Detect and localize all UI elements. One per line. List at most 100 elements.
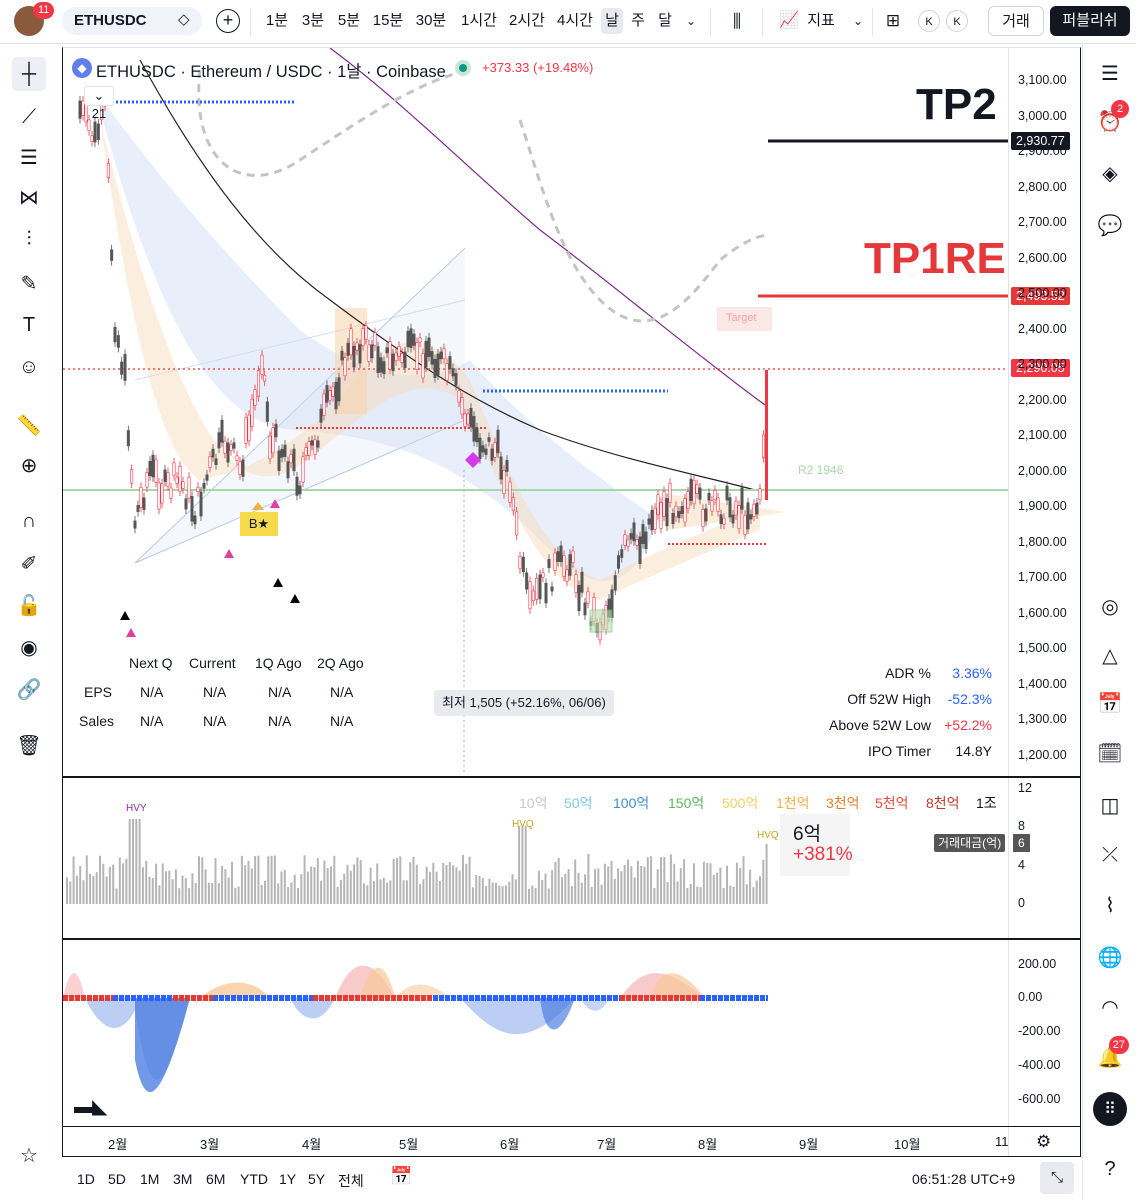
volume-histogram[interactable] (63, 778, 1008, 938)
trend-line-icon[interactable]: ⟋ (22, 105, 36, 128)
range-1y[interactable]: 1Y (279, 1171, 297, 1187)
interval-month[interactable]: 달 (658, 12, 672, 29)
interval-1h[interactable]: 1시간 (461, 12, 497, 29)
interval-4h[interactable]: 4시간 (557, 12, 593, 29)
trash-icon[interactable]: 🗑 (16, 734, 42, 757)
indicators-button[interactable]: 지표 (807, 12, 835, 29)
magnet-icon[interactable]: ∩ (21, 509, 37, 532)
add-symbol-button[interactable]: + (216, 9, 240, 33)
range-1m[interactable]: 1M (140, 1171, 160, 1187)
pyramid-icon[interactable]: △ (1102, 644, 1118, 667)
range-1d[interactable]: 1D (77, 1171, 95, 1187)
price-axis-label: 3,000.00 (1018, 108, 1067, 123)
stat-value: -52.3% (947, 691, 992, 707)
k-button-1[interactable]: K (918, 10, 940, 32)
range-5d[interactable]: 5D (108, 1171, 126, 1187)
volume-bar (402, 880, 405, 904)
range-5y[interactable]: 5Y (308, 1171, 326, 1187)
broadcast-icon[interactable]: ◠ (1101, 996, 1119, 1019)
gauge-icon[interactable]: ◎ (1101, 595, 1119, 618)
candle-type-icon[interactable]: ⫼ (732, 11, 742, 31)
clock-display[interactable]: 06:51:28 UTC+9 (912, 1171, 1016, 1187)
volume-bar (333, 855, 336, 904)
layout-grid-icon[interactable]: ⊞ (885, 11, 901, 30)
volume-scale-label: 100억 (613, 795, 650, 811)
strategy-icon[interactable]: ⌇ (1105, 894, 1115, 917)
candle-body (349, 328, 353, 356)
stat-label: IPO Timer (867, 743, 931, 759)
chat-icon[interactable]: 💬 (1097, 214, 1123, 237)
interval-day[interactable]: 날 (601, 8, 623, 34)
trade-button[interactable]: 거래 (988, 6, 1044, 36)
volume-bar (260, 884, 263, 904)
pattern-icon[interactable]: ⋈ (19, 186, 39, 209)
chevron-down-icon[interactable]: ⌄ (852, 14, 864, 28)
publish-button[interactable]: 퍼블리쉬 (1050, 6, 1130, 36)
eye-icon[interactable]: ◉ (20, 636, 38, 659)
symbol-search[interactable]: ETHUSDC ◇ (62, 7, 202, 35)
ruler-icon[interactable]: 📏 (16, 414, 42, 437)
volume-bar (181, 875, 184, 904)
brush-icon[interactable]: ✎ (20, 272, 38, 295)
interval-3m[interactable]: 3분 (301, 12, 325, 29)
range-ytd[interactable]: YTD (240, 1171, 268, 1187)
fund-cell: N/A (330, 713, 354, 729)
candle-body (235, 455, 239, 461)
candle-body (502, 470, 506, 494)
candle-body (355, 342, 359, 351)
fullscreen-icon[interactable]: ⤡ (1040, 1162, 1074, 1194)
bell-icon[interactable]: 🔔 27 (1093, 1036, 1129, 1074)
candle-body (286, 461, 290, 479)
crosshair-icon[interactable]: ┼ (12, 57, 46, 91)
volume-bar (224, 869, 227, 904)
symbol-name: ETHUSDC (74, 12, 147, 29)
volume-bar (706, 863, 709, 904)
fib-retracement-icon[interactable]: ☰ (20, 146, 38, 169)
interval-1m[interactable]: 1분 (265, 12, 289, 29)
candle-body (211, 448, 215, 458)
split-view-icon[interactable]: ◫ (1100, 794, 1120, 817)
candle-body (397, 346, 401, 357)
oscillator-chart[interactable] (63, 940, 1008, 1126)
volume-bar (458, 870, 461, 904)
alarm-clock-icon[interactable]: ⏰ 2 (1093, 100, 1129, 138)
price-chart[interactable] (63, 48, 1008, 775)
chart-settings-icon[interactable]: ⚙ (1036, 1132, 1052, 1151)
price-axis-label: 2,600.00 (1018, 250, 1067, 265)
calendar-icon[interactable]: 📅 (1097, 692, 1123, 715)
text-icon[interactable]: T (22, 313, 36, 336)
candle-body (172, 462, 176, 476)
interval-2h[interactable]: 2시간 (509, 12, 545, 29)
forecast-icon[interactable]: ⫶ (26, 227, 32, 250)
volume-bar (471, 887, 474, 904)
volume-bar (735, 862, 738, 904)
chart-legend-title[interactable]: ETHUSDC · Ethereum / USDC · 1날 · Coinbas… (96, 63, 446, 81)
chevron-down-icon[interactable]: ⌄ (685, 14, 697, 28)
range-6m[interactable]: 6M (206, 1171, 226, 1187)
indicator-collapse[interactable]: ⌄ 21 (84, 86, 114, 121)
globe-icon[interactable]: 🌐 (1097, 946, 1123, 969)
volume-bar (590, 886, 593, 904)
apps-grid-icon[interactable]: ⠿ (1093, 1092, 1127, 1126)
range-전체[interactable]: 전체 (338, 1173, 364, 1189)
range-3m[interactable]: 3M (173, 1171, 193, 1187)
lock-pencil-icon[interactable]: ✐ (20, 552, 38, 575)
link-icon[interactable]: 🔗 (16, 678, 42, 701)
interval-5m[interactable]: 5분 (337, 12, 361, 29)
chart-pattern-icon[interactable]: ⤫ (1102, 843, 1118, 866)
zoom-in-icon[interactable]: ⊕ (20, 454, 38, 477)
indicators-icon[interactable]: 📈 (779, 12, 799, 29)
interval-15m[interactable]: 15분 (372, 12, 404, 29)
lock-icon[interactable]: 🔓 (16, 594, 42, 617)
interval-30m[interactable]: 30분 (415, 12, 447, 29)
emoji-icon[interactable]: ☺ (18, 355, 40, 378)
interval-week[interactable]: 주 (631, 12, 645, 29)
volume-bar (188, 888, 191, 904)
k-button-2[interactable]: K (946, 10, 968, 32)
watchlist-icon[interactable]: ☰ (1101, 62, 1119, 85)
star-icon[interactable]: ☆ (20, 1144, 38, 1167)
calendar-clock-icon[interactable]: 🗓 (1097, 742, 1123, 765)
date-range-icon[interactable]: 📅 (390, 1166, 413, 1186)
help-icon[interactable]: ? (1104, 1157, 1116, 1180)
layers-icon[interactable]: ◈ (1102, 162, 1118, 185)
